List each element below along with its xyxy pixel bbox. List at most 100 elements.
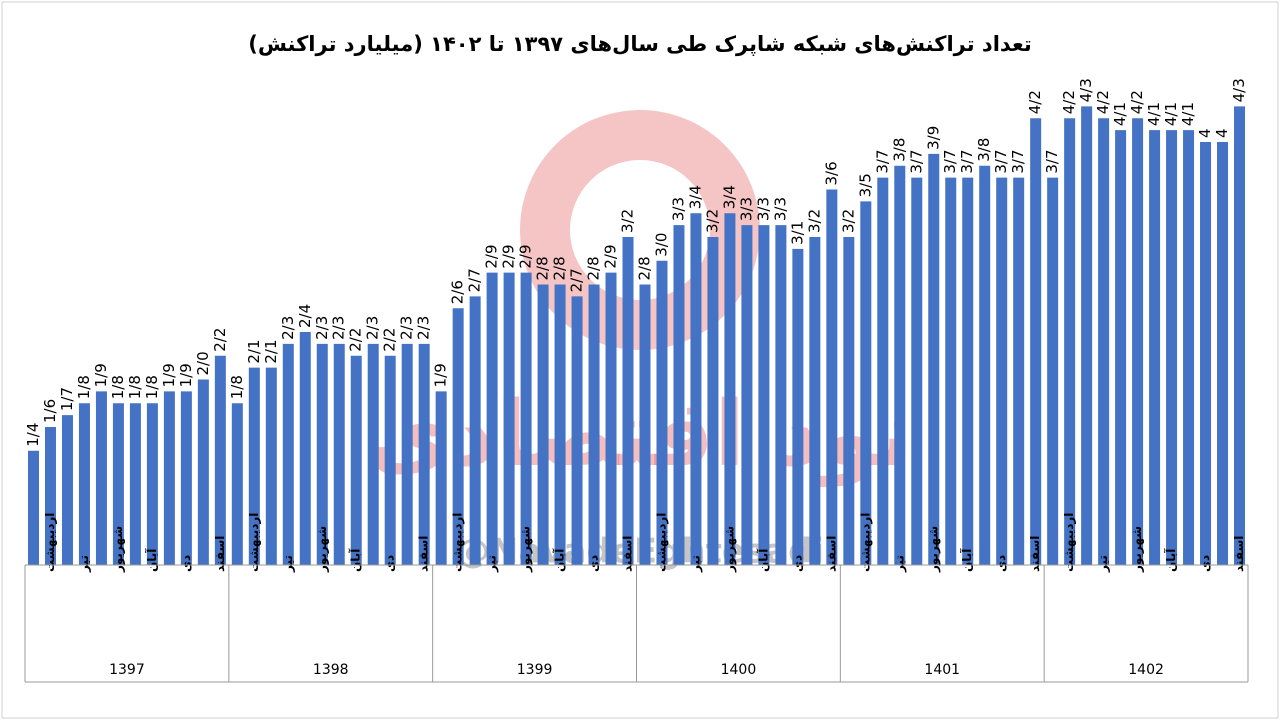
value-label: 3/2 [619,209,637,233]
bar [469,296,481,565]
value-label: 1/8 [109,375,127,399]
value-label: 1/9 [177,363,195,387]
bar [299,332,311,565]
bar [1098,118,1110,565]
bar [1013,177,1025,565]
value-label: 3/5 [856,173,874,197]
x-tick-label: شهریور [111,526,126,573]
value-label: 3/0 [652,233,670,257]
value-label: 4/2 [1060,90,1078,114]
bar [44,427,56,565]
bar [894,165,906,565]
value-label: 2/3 [313,316,331,340]
x-tick-label: دی [1198,555,1212,572]
x-tick-label: شهریور [722,526,737,573]
x-tick-label: تیر [281,555,295,573]
bar [656,260,668,565]
bar [979,165,991,565]
x-tick-label: شهریور [519,526,534,573]
bar [146,403,158,565]
bar [1030,118,1042,565]
value-label: 1/4 [24,423,42,447]
value-label: 2/3 [415,316,433,340]
value-label: 2/7 [466,268,484,292]
value-label: 3/4 [720,185,738,209]
x-tick-label: اردیبهشت [43,513,57,572]
value-label: 2/6 [449,280,467,304]
value-label: 2/3 [398,316,416,340]
bar [809,237,821,565]
bar [486,272,498,565]
value-label: 1/7 [58,387,76,411]
value-label: 4/1 [1179,102,1197,126]
bar [826,189,838,565]
group-label: 1402 [1128,662,1164,678]
bar [792,248,804,565]
bar [673,225,685,565]
value-label: 2/1 [245,339,263,363]
x-tick-label: تیر [1096,555,1110,573]
bar [163,391,175,565]
bar [435,391,447,565]
value-label: 3/2 [839,209,857,233]
bar [27,450,39,565]
value-label: 2/8 [551,256,569,280]
value-label: 3/8 [890,138,908,162]
value-label: 1/9 [92,363,110,387]
value-label: 4/1 [1162,102,1180,126]
bar [962,177,974,565]
bar [265,367,277,565]
bar [180,391,192,565]
value-label: 1/8 [75,375,93,399]
value-label: 2/1 [262,339,280,363]
bar [1081,106,1093,565]
bar [860,201,872,565]
bar [775,225,787,565]
x-tick-label: آبان [552,548,567,572]
value-label: 2/3 [364,316,382,340]
bar [707,237,719,565]
value-label: 2/8 [534,256,552,280]
bar [588,284,600,565]
bar [248,367,260,565]
value-label: 2/2 [381,328,399,352]
bar [129,403,141,565]
x-tick-label: شهریور [926,526,941,573]
bar [367,343,379,565]
bar [520,272,532,565]
x-tick-label: اردیبهشت [858,513,872,572]
value-label: 2/0 [194,351,212,375]
bar [571,296,583,565]
bar [197,379,209,565]
bar [690,213,702,565]
bar [1064,118,1076,565]
bar [316,343,328,565]
bar [95,391,107,565]
bar [214,355,226,565]
x-tick-label: اردیبهشت [654,513,668,572]
value-label: 2/9 [500,244,518,268]
x-tick-label: شهریور [1130,526,1145,573]
bar [61,415,73,565]
x-tick-label: اسفند [824,536,838,572]
value-label: 1/9 [160,363,178,387]
x-tick-label: اسفند [213,536,227,572]
x-tick-label: تیر [892,555,906,573]
group-label: 1400 [721,662,757,678]
bar [741,225,753,565]
chart-title: تعداد تراکنش‌های شبکه شاپرک طی سال‌های ۱… [248,32,1032,56]
value-label: 2/9 [483,244,501,268]
x-tick-label: اسفند [621,536,635,572]
bar [554,284,566,565]
x-tick-label: آبان [755,548,770,572]
x-tick-label: اسفند [1232,536,1246,572]
bar [911,177,923,565]
value-label: 1/8 [143,375,161,399]
value-label: 3/3 [669,197,687,221]
bar [537,284,549,565]
value-label: 4 [1196,128,1214,138]
bar [350,355,362,565]
bar [1132,118,1144,565]
x-tick-label: تیر [688,555,702,573]
